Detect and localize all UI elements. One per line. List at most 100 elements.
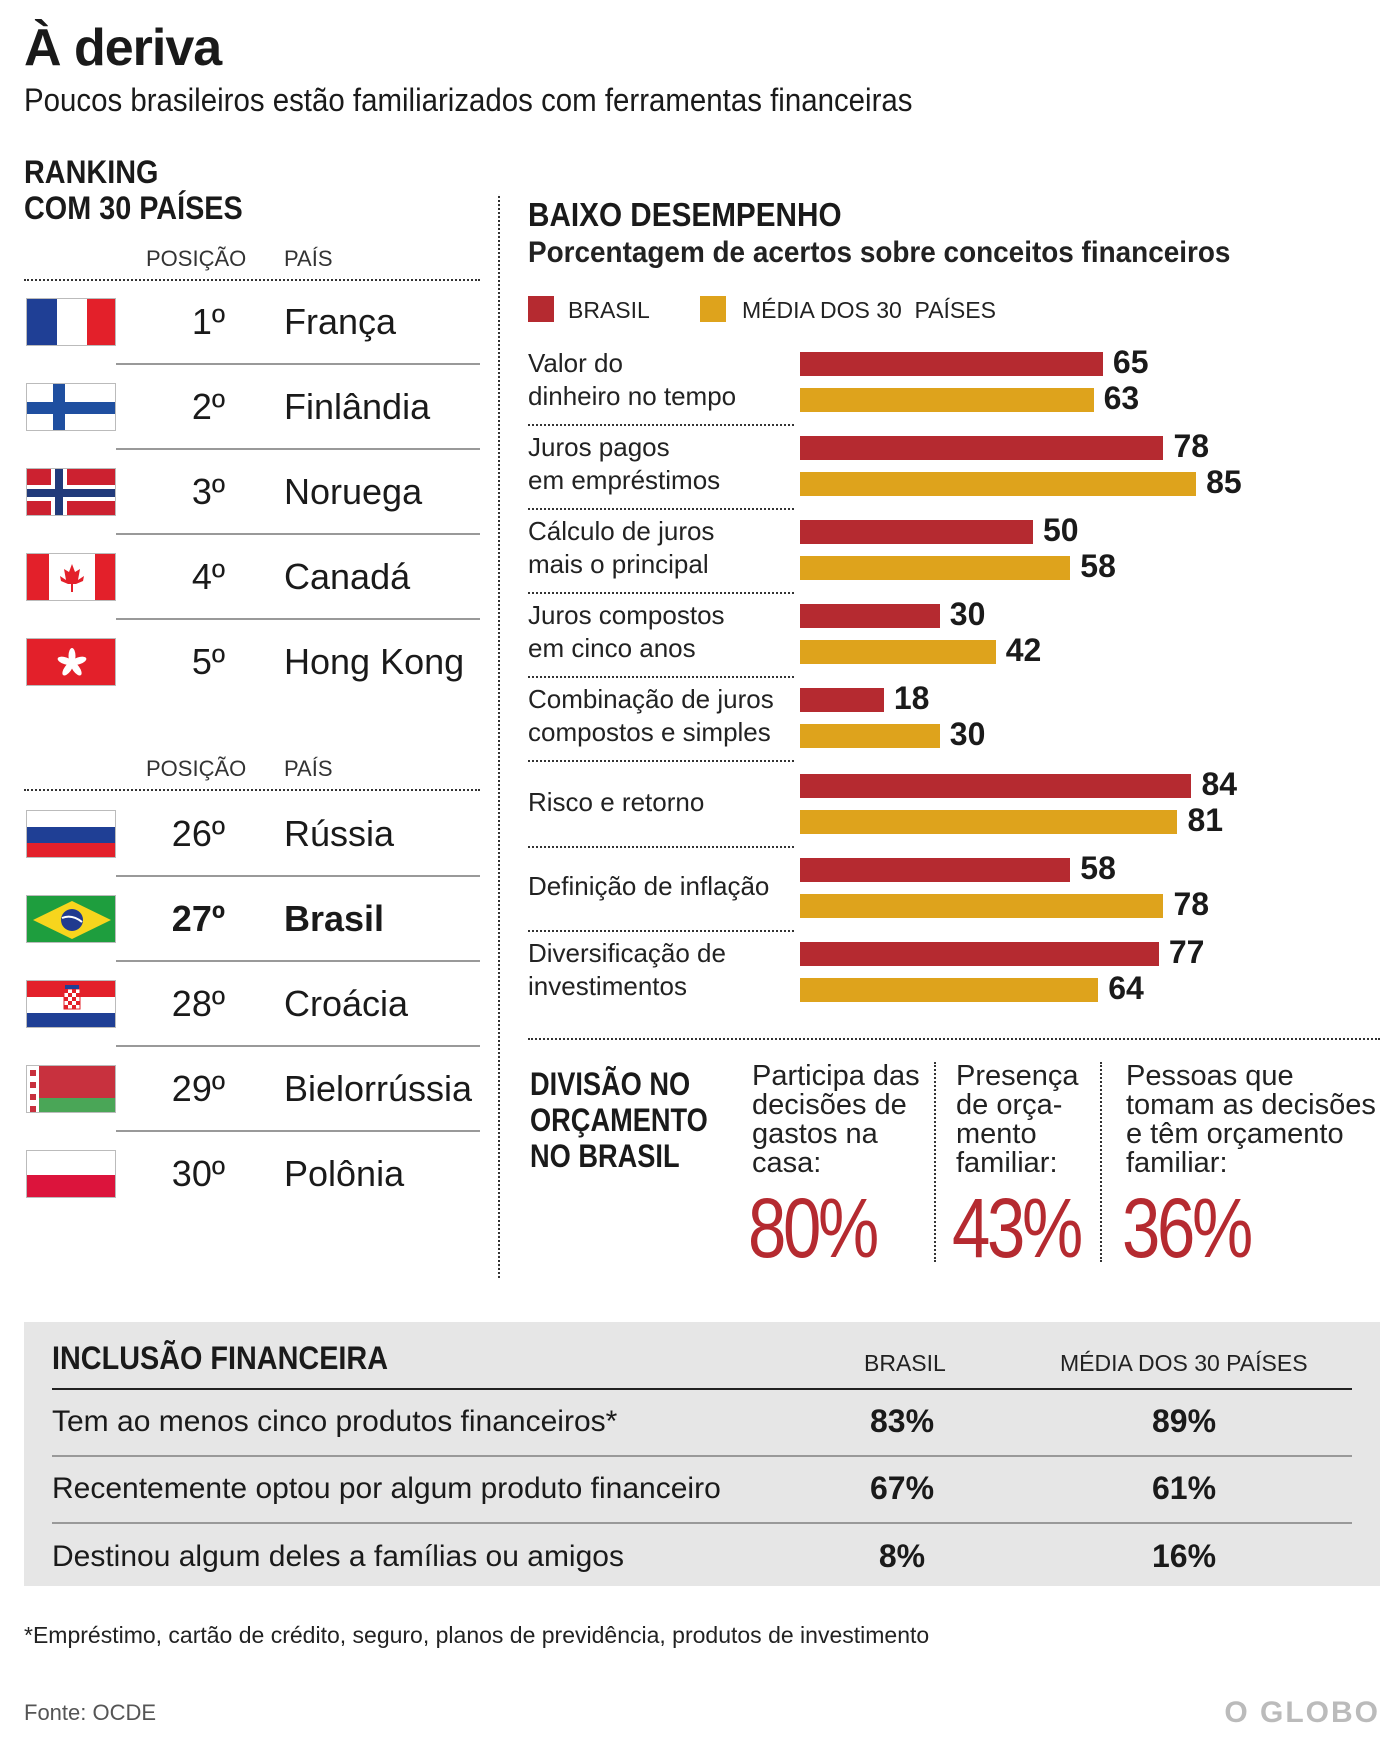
ranking-country: Hong Kong: [284, 641, 465, 682]
value-label-brasil: 58: [1080, 850, 1116, 886]
divider: [116, 533, 480, 535]
budget-heading-line: ORÇAMENTO: [530, 1102, 708, 1138]
value-label-media: 42: [1005, 632, 1042, 668]
budget-text-line: tomam as decisões: [1126, 1089, 1376, 1121]
budget-separator: [934, 1062, 936, 1262]
divider: [116, 363, 480, 365]
inclusion-row-media: 89%: [1151, 1403, 1217, 1439]
category-label-line: dinheiro no tempo: [528, 381, 737, 411]
value-label-brasil: 18: [893, 680, 930, 716]
ranking-country: Bielorrússia: [284, 1068, 473, 1109]
category-label-line: investimentos: [528, 971, 687, 1001]
budget-text-line: Pessoas que: [1126, 1060, 1294, 1092]
inclusion-row-brasil: 8%: [878, 1538, 926, 1574]
divider: [528, 1038, 1380, 1040]
divider: [528, 930, 794, 932]
bar-brasil: [800, 774, 1192, 798]
divider: [528, 424, 794, 426]
budget-text-line: Presença: [956, 1060, 1079, 1092]
canada-flag-icon: [26, 553, 116, 601]
value-label-brasil: 50: [1043, 512, 1079, 548]
category-label-line: em cinco anos: [528, 633, 696, 663]
category-label: Juros compostos em cinco anos: [528, 599, 725, 665]
norway-flag-icon: [26, 468, 116, 516]
budget-item-3-pct: 36%: [1122, 1181, 1253, 1275]
value-label-media: 78: [1173, 886, 1210, 922]
divider: [52, 1388, 1352, 1390]
ranking-position: 5º: [191, 641, 225, 682]
inclusion-row-media: 61%: [1151, 1470, 1217, 1506]
col-header-position: POSIÇÃO: [146, 246, 247, 271]
inclusion-title: INCLUSÃO FINANCEIRA: [52, 1340, 388, 1376]
belarus-flag-icon: [26, 1065, 116, 1113]
page-subtitle: Poucos brasileiros estão familiarizados …: [24, 82, 913, 118]
chart-subtitle: Porcentagem de acertos sobre conceitos f…: [528, 236, 1231, 269]
footnote: *Empréstimo, cartão de crédito, seguro, …: [24, 1622, 930, 1648]
value-label-brasil: 65: [1112, 344, 1149, 380]
hong-kong-flag-icon: [26, 638, 116, 686]
bar-media: [800, 724, 940, 748]
divider: [116, 1130, 480, 1132]
divider: [116, 618, 480, 620]
ranking-country: França: [284, 301, 397, 342]
divider: [24, 279, 480, 281]
value-label-media: 64: [1108, 970, 1144, 1006]
bar-brasil: [800, 688, 884, 712]
col-header-country-2: PAÍS: [284, 756, 333, 781]
ranking-position: 29º: [171, 1068, 225, 1109]
budget-text-line: decisões de: [752, 1089, 907, 1121]
divider: [52, 1522, 1352, 1524]
ranking-position: 26º: [171, 813, 225, 854]
inclusion-col-media: MÉDIA DOS 30 PAÍSES: [1060, 1350, 1308, 1376]
legend-swatch-media: [700, 296, 726, 322]
divider: [528, 592, 794, 594]
budget-text-line: de orça-: [956, 1089, 1063, 1121]
category-label: Risco e retorno: [528, 786, 704, 819]
inclusion-row-label: Destinou algum deles a famílias ou amigo…: [52, 1540, 624, 1573]
category-label-line: compostos e simples: [528, 717, 771, 747]
category-label-line: Combinação de juros: [528, 684, 774, 714]
category-label-line: Valor do: [528, 348, 623, 378]
croatia-flag-icon: [26, 980, 116, 1028]
divider: [24, 789, 480, 791]
brand-logo: O GLOBO: [1224, 1696, 1380, 1729]
poland-flag-icon: [26, 1150, 116, 1198]
category-label: Valor do dinheiro no tempo: [528, 347, 736, 413]
bar-media: [800, 640, 996, 664]
ranking-heading-line1: RANKING: [24, 154, 159, 190]
category-label: Diversificação de investimentos: [528, 937, 726, 1003]
divider: [52, 1455, 1352, 1457]
category-label-line: Risco e retorno: [528, 786, 705, 817]
budget-text-line: familiar:: [956, 1147, 1058, 1179]
inclusion-row-label: Tem ao menos cinco produtos financeiros*: [52, 1405, 618, 1438]
value-label-brasil: 78: [1173, 428, 1210, 464]
divider: [528, 760, 794, 762]
divider: [116, 1045, 480, 1047]
col-header-country: PAÍS: [284, 246, 333, 271]
ranking-heading-line2: COM 30 PAÍSES: [24, 190, 243, 226]
bar-media: [800, 978, 1099, 1002]
category-label-line: em empréstimos: [528, 465, 721, 495]
bar-media: [800, 388, 1094, 412]
ranking-country: Croácia: [284, 983, 409, 1024]
budget-text-line: mento: [956, 1118, 1037, 1150]
ranking-heading: RANKING COM 30 PAÍSES: [24, 154, 243, 226]
ranking-country: Rússia: [284, 813, 395, 854]
value-label-media: 85: [1206, 464, 1242, 500]
inclusion-col-brasil: BRASIL: [864, 1350, 946, 1376]
divider: [116, 960, 480, 962]
ranking-position: 3º: [191, 471, 225, 512]
category-label-line: Definição de inflação: [528, 870, 770, 901]
ranking-position: 2º: [191, 386, 225, 427]
ranking-position: 27º: [171, 898, 225, 939]
legend-label-media: MÉDIA DOS 30 PAÍSES: [742, 297, 996, 323]
category-label-line: Juros pagos: [528, 432, 670, 462]
bar-brasil: [800, 858, 1071, 882]
ranking-position: 28º: [171, 983, 225, 1024]
inclusion-row-brasil: 67%: [869, 1470, 935, 1506]
ranking-country: Polônia: [284, 1153, 405, 1194]
budget-separator: [1100, 1062, 1102, 1262]
inclusion-panel: [24, 1322, 1380, 1586]
inclusion-row-brasil: 83%: [869, 1403, 935, 1439]
category-label: Combinação de juros compostos e simples: [528, 683, 774, 749]
